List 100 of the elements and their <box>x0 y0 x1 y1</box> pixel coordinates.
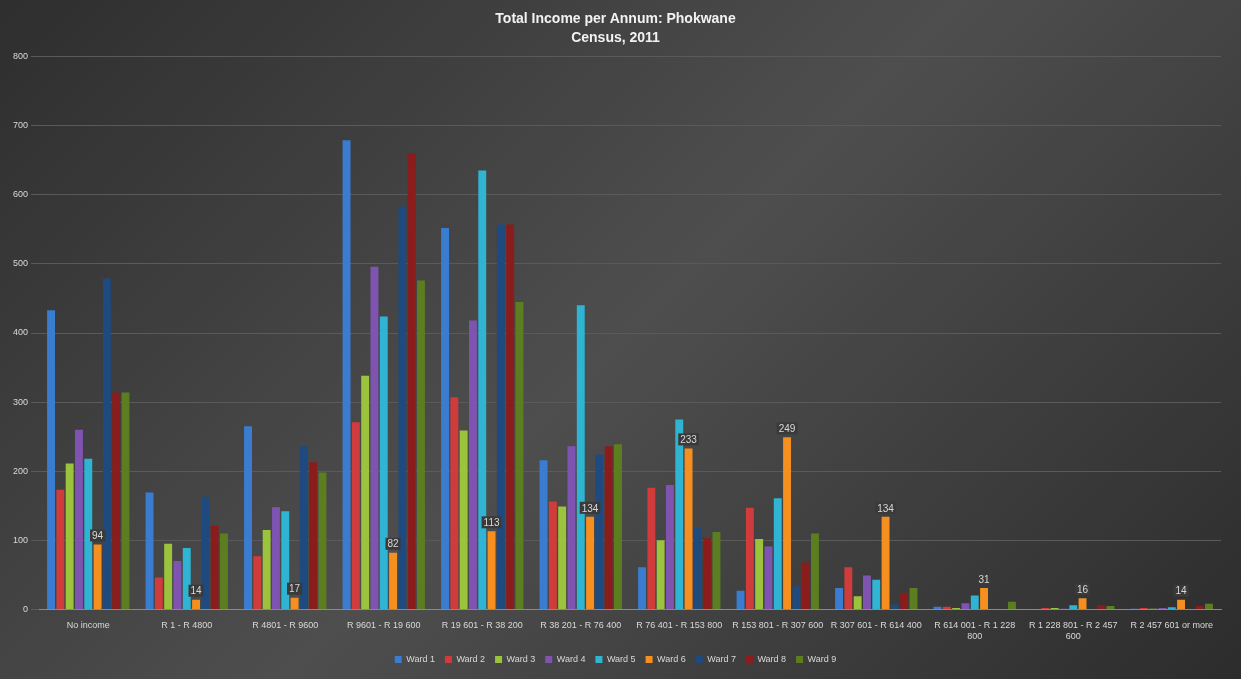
bar <box>666 485 674 609</box>
bar <box>361 375 370 609</box>
y-tick-label: 300 <box>12 396 29 407</box>
bar <box>342 140 351 609</box>
chart-subtitle: Census, 2011 <box>571 29 661 46</box>
data-label: 31 <box>978 573 991 585</box>
bar <box>220 533 228 609</box>
bar <box>881 516 890 609</box>
x-tick-label: R 9601 - R 19 600 <box>346 620 421 631</box>
bar <box>244 426 253 609</box>
bar <box>693 527 702 609</box>
data-label: 82 <box>387 538 400 550</box>
bar <box>647 487 656 609</box>
bar <box>290 597 299 609</box>
y-tick-label: 0 <box>23 603 29 614</box>
bar <box>253 556 262 609</box>
bar <box>506 224 515 609</box>
data-label: 113 <box>483 517 500 529</box>
bar <box>558 506 567 609</box>
bar <box>469 320 477 609</box>
bar <box>1106 605 1115 609</box>
legend-label: Ward 9 <box>807 653 837 664</box>
bar <box>755 538 764 609</box>
legend-label: Ward 6 <box>657 653 686 664</box>
bar <box>379 316 388 609</box>
bar <box>548 501 557 609</box>
bar <box>614 444 622 609</box>
bar <box>398 206 407 609</box>
legend-label: Ward 5 <box>606 653 636 664</box>
bar <box>192 599 201 609</box>
y-tick-label: 400 <box>12 327 29 338</box>
bar <box>112 392 121 609</box>
bar <box>441 227 449 609</box>
bar <box>389 552 398 609</box>
bar <box>539 460 548 609</box>
bar <box>792 586 801 609</box>
bar <box>684 448 693 609</box>
bar <box>970 595 979 609</box>
bar <box>1078 598 1087 609</box>
legend-label: Ward 8 <box>757 653 787 664</box>
bar <box>872 579 881 609</box>
bar <box>407 153 416 609</box>
bar <box>351 422 360 609</box>
bar <box>835 587 843 609</box>
bar <box>638 567 646 609</box>
bar <box>182 547 191 609</box>
bar <box>1195 605 1204 609</box>
bar <box>586 516 595 609</box>
bar <box>154 577 163 609</box>
bar <box>145 492 154 609</box>
data-label: 249 <box>778 423 796 435</box>
bar <box>487 531 496 609</box>
bar <box>164 543 173 609</box>
x-tick-label: R 614 001 - R 1 228 800 <box>934 620 1016 642</box>
data-label: 14 <box>1175 585 1188 597</box>
x-tick-label: R 1 - R 4800 <box>161 620 213 631</box>
bar <box>281 511 290 609</box>
bar <box>65 463 74 609</box>
bar <box>745 507 754 609</box>
y-tick-label: 100 <box>12 534 29 545</box>
legend-label: Ward 3 <box>506 653 536 664</box>
bar <box>75 429 83 609</box>
bar <box>47 310 56 609</box>
data-label: 14 <box>190 585 203 597</box>
bar <box>1205 603 1213 609</box>
bar <box>703 538 712 609</box>
y-tick-label: 500 <box>12 258 29 269</box>
bar <box>102 278 111 609</box>
x-tick-label: R 38 201 - R 76 400 <box>540 620 622 631</box>
bar <box>656 540 665 609</box>
bar <box>1097 605 1106 609</box>
y-tick-label: 800 <box>12 51 29 62</box>
bar <box>773 498 782 609</box>
bar <box>450 397 459 609</box>
bar <box>1069 605 1078 609</box>
bar <box>309 462 318 609</box>
bar <box>801 562 810 609</box>
bar <box>853 596 862 609</box>
x-tick-label: R 76 401 - R 153 800 <box>636 620 723 631</box>
y-tick-label: 200 <box>12 465 29 476</box>
bar <box>844 567 853 609</box>
chart-title: Total Income per Annum: Phokwane <box>495 10 736 27</box>
x-tick-label: R 153 801 - R 307 600 <box>732 620 824 631</box>
x-tick-label: No income <box>66 620 110 631</box>
bar <box>900 592 909 609</box>
y-tick-label: 700 <box>12 120 29 131</box>
bar <box>262 529 271 609</box>
x-tick-label: R 4801 - R 9600 <box>252 620 319 631</box>
data-label: 17 <box>289 583 301 595</box>
bar <box>210 525 219 609</box>
bar <box>890 604 899 609</box>
bar <box>272 507 280 609</box>
bar <box>604 446 613 609</box>
data-label: 233 <box>680 434 698 446</box>
bar <box>811 533 819 609</box>
bar <box>863 575 871 609</box>
data-label: 94 <box>92 530 104 542</box>
bar <box>84 458 93 609</box>
data-label: 16 <box>1076 584 1089 596</box>
x-tick-label: R 307 601 - R 614 400 <box>830 620 922 631</box>
